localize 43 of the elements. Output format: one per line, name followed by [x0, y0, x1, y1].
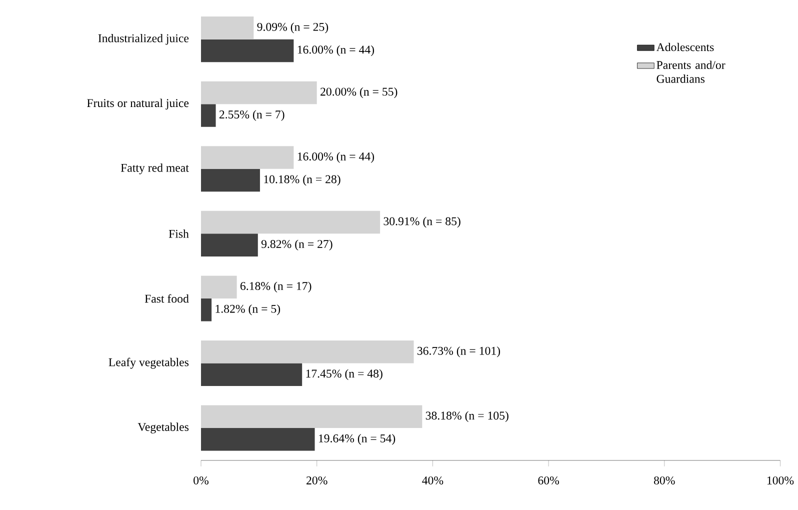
legend-label: Adolescents: [656, 42, 714, 52]
bar: [201, 104, 216, 127]
y-tick-label: Leafy vegetables: [108, 358, 189, 369]
bar: [201, 81, 317, 104]
bar: [201, 146, 294, 169]
data-label: 17.45% (n = 48): [306, 369, 382, 380]
bar: [201, 298, 212, 322]
x-tick-label: 100%: [767, 476, 794, 485]
bar: [201, 405, 422, 428]
bar: [201, 234, 258, 256]
bar: [201, 168, 260, 192]
y-tick-label: Fast food: [144, 294, 189, 303]
y-tick-label: Vegetables: [138, 422, 189, 434]
bar: [201, 16, 254, 40]
data-label: 16.00% (n = 44): [298, 45, 374, 56]
legend-label: Parents and/or Guardians: [656, 60, 726, 83]
bar: [201, 428, 315, 451]
data-label: 1.82% (n = 5): [216, 304, 280, 316]
x-tick-label: 0%: [194, 476, 208, 485]
bar: [201, 210, 380, 234]
data-label: 36.73% (n = 101): [418, 346, 500, 358]
data-label: 38.18% (n = 105): [426, 411, 508, 422]
data-label: 10.18% (n = 28): [264, 174, 340, 186]
y-tick-label: Fatty red meat: [120, 164, 189, 174]
data-label: 30.91% (n = 85): [384, 216, 460, 228]
data-label: 19.64% (n = 54): [318, 434, 396, 445]
x-tick-label: 60%: [538, 476, 559, 485]
data-label: 20.00% (n = 55): [320, 87, 398, 98]
data-label: 9.09% (n = 25): [257, 22, 328, 34]
y-tick-label: Fish: [168, 230, 189, 238]
data-label: 16.00% (n = 44): [298, 152, 374, 163]
bar: [201, 39, 294, 62]
data-label: 6.18% (n = 17): [240, 282, 312, 292]
bar: [201, 363, 302, 386]
bar: [201, 340, 414, 364]
data-label: 2.55% (n = 7): [219, 110, 284, 121]
x-tick-label: 80%: [654, 476, 675, 485]
data-label: 9.82% (n = 27): [261, 240, 332, 250]
x-tick-label: 20%: [306, 476, 328, 485]
y-tick-label: Industrialized juice: [98, 34, 189, 45]
x-tick-label: 40%: [422, 476, 444, 485]
y-tick-label: Fruits or natural juice: [87, 98, 189, 110]
bar: [201, 276, 237, 298]
